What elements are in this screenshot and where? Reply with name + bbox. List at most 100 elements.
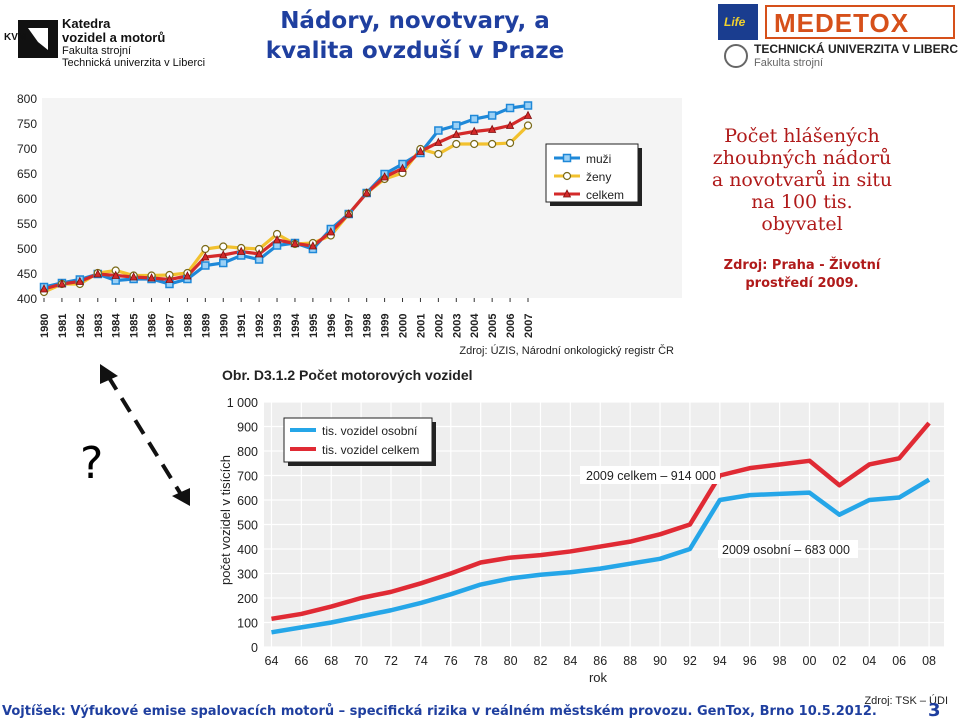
tumor-legend-marker [562,171,572,181]
tumor-x-tick-label: 1992 [254,314,266,338]
vehicle-x-tick-label: 06 [892,654,906,668]
vehicle-x-tick-label: 90 [653,654,667,668]
tumor-x-tick-label: 1997 [344,314,356,338]
vehicle-x-tick-label: 82 [534,654,548,668]
tumor-point-zeny [505,138,515,148]
tumor-point-celkem [201,252,210,261]
tumor-x-tick-label: 1986 [147,314,159,338]
tumor-legend-marker [562,189,572,198]
annotation-text: Počet hlášených zhoubných nádorů a novot… [702,125,902,235]
tumor-point-zeny [470,139,479,149]
life-logo-text: Life [724,15,746,29]
tumor-x-tick-label: 2002 [433,314,445,338]
medetox-text: MEDETOX [774,8,909,38]
tul-faculty: Fakulta strojní [754,57,823,69]
vehicle-chart-source: Zdroj: TSK – ÚDI [864,694,948,706]
tul-logo-icon [724,44,748,68]
tumor-point-celkem [147,273,156,282]
tumor-legend: muži ženy celkem [545,143,642,206]
tumor-legend-label: celkem [586,188,624,202]
tumor-x-tick-label: 1980 [39,314,51,338]
tumor-point-celkem [111,270,120,279]
tumor-point-zeny [488,139,497,149]
tumor-point-zeny [201,244,210,254]
tumor-y-tick-label: 700 [17,142,37,156]
tumor-x-tick-label: 1987 [164,314,176,338]
tumor-point-celkem [398,163,407,172]
tumor-x-tick-label: 1996 [326,314,338,338]
tumor-series-line-0 [43,103,529,289]
vehicle-y-tick-label: 700 [237,470,258,484]
tumor-point-celkem [434,137,443,146]
kvm-logo-mark-icon: KVM [4,20,58,58]
vehicle-chart-title: Obr. D3.1.2 Počet motorových vozidel [222,367,473,383]
tumor-x-tick-label: 1982 [75,314,87,338]
tumor-point-zeny [434,149,443,159]
vehicle-series-line-1 [271,421,931,622]
tumor-y-tick-label: 600 [17,192,37,206]
tumor-point-celkem [165,274,174,283]
tumor-point-celkem [523,110,533,119]
tumor-y-tick-label: 650 [17,167,37,181]
tumor-y-tick-label: 800 [17,92,37,106]
tumor-point-celkem [219,250,228,259]
tumor-legend-label: ženy [586,170,611,184]
vehicle-x-tick-label: 74 [414,654,428,668]
tumor-x-tick-label: 2003 [451,314,463,338]
medetox-logo: Life MEDETOX TECHNICKÁ UNIVERZITA V LIBE… [718,4,958,69]
slide-title: Nádory, novotvary, a kvalita ovzduší v P… [250,6,580,66]
vehicle-y-tick-label: 200 [237,592,258,606]
annotation-source-line2: prostředí 2009. [745,276,859,291]
vehicle-legend: tis. vozidel osobní tis. vozidel celkem [283,417,436,466]
tumor-point-celkem [488,124,497,133]
vehicle-x-tick-label: 78 [474,654,488,668]
tumor-x-tick-label: 2000 [398,314,410,338]
slide-title-line2: kvalita ovzduší v Praze [265,38,565,64]
tumor-point-muzi [523,101,533,110]
vehicle-x-tick-label: 92 [683,654,697,668]
tumor-x-tick-label: 1993 [272,314,284,338]
dept-line1: Katedra [62,16,111,31]
tumor-point-celkem [254,249,264,258]
tumor-point-celkem [290,238,300,247]
tumor-x-tick-label: 2001 [415,314,427,338]
annotation-line1: Počet hlášených [724,125,880,147]
annotation-source-line1: Zdroj: Praha - Životní [723,258,881,273]
tumor-y-tick-label: 500 [17,242,37,256]
vehicle-x-tick-label: 98 [773,654,787,668]
tumor-point-celkem [416,146,425,155]
vehicle-chart-ylabel: počet vozidel v tisících [218,455,233,585]
tumor-x-tick-label: 1998 [362,314,374,338]
dept-line2: vozidel a motorů [62,30,166,45]
tumor-y-tick-label: 450 [17,267,37,281]
vehicle-legend-label: tis. vozidel osobní [322,424,418,438]
tumor-point-zeny [523,121,533,130]
tumor-point-muzi [452,121,461,130]
tumor-point-muzi [505,103,515,113]
vehicle-x-tick-label: 02 [832,654,846,668]
annotation-line3: a novotvarů in situ [711,169,893,191]
tumor-point-celkem [39,284,49,293]
vehicle-x-tick-label: 72 [384,654,398,668]
vehicle-x-tick-label: 84 [563,654,577,668]
tumor-legend-marker [562,153,572,163]
tumor-x-tick-label: 2007 [523,314,535,338]
vehicle-y-tick-label: 900 [237,421,258,435]
tumor-y-tick-label: 550 [17,217,37,231]
annotation-celkem: 2009 celkem – 914 000 [580,466,720,484]
tumor-point-celkem [470,126,479,135]
annotation-osobni: 2009 osobní – 683 000 [718,540,858,558]
tumor-x-tick-label: 2004 [469,313,481,338]
tumor-point-celkem [452,129,461,138]
vehicle-x-tick-label: 86 [593,654,607,668]
slide-title-line1: Nádory, novotvary, a [280,8,550,34]
vehicle-y-tick-label: 600 [237,494,258,508]
tumor-point-muzi [434,126,443,135]
tumor-point-muzi [487,111,497,120]
vehicle-chart: Obr. D3.1.2 Počet motorových vozidel 0 10… [218,367,948,706]
tumor-x-tick-label: 1988 [182,314,194,338]
dashed-arrow-icon [100,364,190,506]
tumor-point-celkem [75,276,84,285]
vehicle-y-tick-label: 0 [251,641,258,655]
tumor-point-celkem [93,269,102,278]
